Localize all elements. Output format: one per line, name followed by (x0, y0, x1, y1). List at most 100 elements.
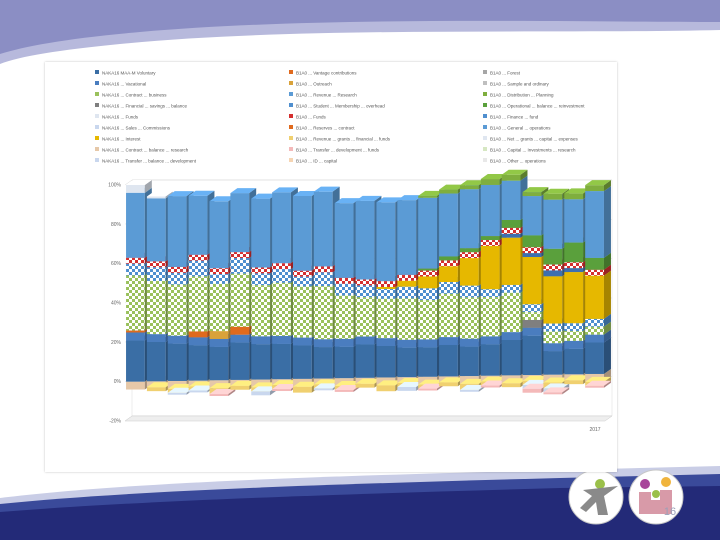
bar-segment (293, 337, 312, 346)
bar-segment (272, 335, 291, 344)
bar-segment (272, 269, 291, 283)
bar-segment-top (418, 379, 444, 385)
bar-segment (585, 191, 604, 258)
bar-segment (439, 193, 458, 257)
bar-segment (355, 279, 375, 286)
bar-segment (293, 270, 312, 277)
bar-segment (146, 334, 166, 342)
bar-segment-side (603, 337, 611, 374)
bar-segment (522, 257, 542, 305)
bar-segment (480, 289, 500, 298)
bar-segment (230, 257, 250, 274)
logo-2-head-child (652, 490, 660, 498)
bar-segment-side (520, 169, 528, 181)
bar-segment (522, 304, 542, 313)
bar-segment (459, 297, 479, 339)
bar-segment (459, 189, 479, 249)
bar-segment (397, 274, 417, 281)
bar-segment (564, 380, 584, 385)
bar-segment (313, 339, 333, 348)
chart-panel: NAKA16 MAA-M Voluntary B1A0 ... Vantage c… (45, 62, 617, 472)
bar-segment (251, 273, 271, 286)
legend-swatch (483, 81, 487, 85)
bar-segment (418, 300, 437, 340)
legend-swatch (289, 114, 293, 118)
bar-segment-top (355, 195, 382, 201)
bar-segment-top (459, 384, 486, 390)
bar-segment (439, 344, 458, 377)
y-tick-label: 40% (111, 301, 122, 307)
bar-segment (355, 200, 375, 280)
bar-segment (480, 385, 500, 388)
legend-entry: NAKA16 ... Funds (102, 115, 139, 120)
bar-segment (585, 385, 604, 388)
legend-entry: B1A0 ... Outreach (296, 82, 332, 87)
bar-segment (418, 197, 437, 269)
bar-segment (313, 191, 333, 267)
legend-entry: B1A0 ... Funds (296, 115, 327, 120)
bar-segment (501, 292, 521, 333)
bar-segment (251, 267, 271, 274)
legend-swatch (95, 103, 99, 107)
bar-segment-top (376, 197, 403, 203)
bar-segment-top (251, 193, 278, 199)
bar-segment (293, 195, 312, 271)
bar-segment-top (230, 188, 257, 194)
bar-segment (397, 339, 417, 348)
bar-segment (564, 323, 584, 332)
legend-swatch (95, 147, 99, 151)
legend-entry: NAKA16 ... Sales ... Commissions (102, 126, 171, 131)
bar-segment (146, 341, 166, 382)
bar-segment (376, 281, 396, 287)
bar-segment (167, 266, 187, 273)
bar-segment-top (439, 184, 465, 190)
bar-segment (376, 287, 396, 289)
bar-segment (251, 391, 271, 396)
legend-entry: B1A0 ... Student ... Membership ... over… (296, 104, 385, 109)
bar-segment (501, 383, 521, 388)
bar-segment (167, 335, 187, 344)
bar-segment-top (543, 387, 570, 393)
bar-segment (418, 339, 437, 348)
bar-segment (188, 276, 208, 332)
bar-segment-side (228, 389, 236, 396)
legend-swatch (483, 70, 487, 74)
bar-segment-top (543, 377, 570, 383)
bar-segment (355, 344, 375, 378)
bar-segment (543, 264, 563, 271)
legend-swatch (95, 136, 99, 140)
bar-segment-side (541, 187, 549, 197)
legend-swatch (483, 147, 487, 151)
bar-segment (564, 268, 584, 273)
bar-segment (355, 336, 375, 345)
bar-segment-top (585, 180, 611, 186)
bar-segment (543, 323, 563, 332)
bar-segment (439, 189, 458, 194)
bar-segment-top (418, 383, 444, 389)
bar-segment (376, 202, 396, 282)
legend-swatch (289, 103, 293, 107)
bar-segment (230, 326, 250, 335)
legend-swatch (483, 136, 487, 140)
logo-2-bodies (639, 490, 672, 514)
logo-1-head (595, 479, 605, 489)
bar-segment (230, 342, 250, 380)
bar-segment (459, 346, 479, 377)
bar-segment (230, 334, 250, 343)
bar-segment (522, 327, 542, 336)
legend-swatch (289, 70, 293, 74)
legend-entry: B1A0 ... Revenue ... grants ... financia… (296, 137, 391, 142)
bar-segment-top (188, 381, 215, 387)
bar-segment-top (334, 381, 361, 387)
bar-segment (251, 285, 271, 337)
legend-swatch (95, 158, 99, 162)
bar-segment-side (603, 186, 611, 258)
bar-segment (522, 192, 542, 197)
bar-segment-top (522, 375, 549, 381)
legend-entry: NAKA16 ... Financial ... savings ... bal… (102, 104, 188, 109)
bar-segment (209, 394, 229, 396)
bar-segment (188, 260, 208, 277)
bar-segment-top (251, 386, 278, 392)
